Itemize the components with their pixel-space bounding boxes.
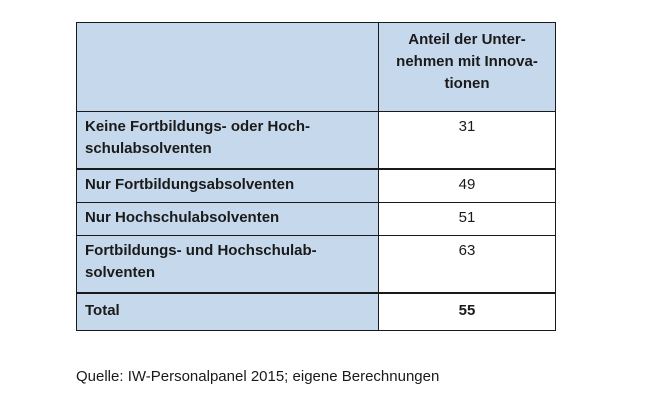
table-row: Keine Fortbildungs- oder Hoch- schulabso… — [76, 111, 556, 170]
table-row: Nur Fortbildungsabsolventen 49 — [76, 168, 556, 203]
row-label: Nur Hochschulabsolventen — [76, 202, 379, 236]
row-value: 63 — [378, 235, 556, 294]
table-row: Fortbildungs- und Hochschulab- solventen… — [76, 235, 556, 294]
column-header-line: Anteil der Unter- — [408, 31, 526, 48]
table-header-row: Anteil der Unter- nehmen mit Innova- tio… — [76, 22, 556, 112]
total-value: 55 — [378, 292, 556, 331]
row-value: 51 — [378, 202, 556, 236]
total-row: Total 55 — [76, 292, 556, 331]
column-header-line: nehmen mit Innova- — [396, 53, 538, 70]
row-label-line: schulabsolventen — [85, 140, 212, 157]
row-label: Fortbildungs- und Hochschulab- solventen — [76, 235, 379, 294]
column-header-share: Anteil der Unter- nehmen mit Innova- tio… — [378, 22, 556, 112]
row-label-line: Nur Hochschulabsolventen — [85, 209, 280, 226]
row-label: Nur Fortbildungsabsolventen — [76, 168, 379, 203]
row-value: 31 — [378, 111, 556, 170]
row-label-line: Total — [85, 302, 120, 319]
table-row: Nur Hochschulabsolventen 51 — [76, 202, 556, 236]
row-value: 49 — [378, 168, 556, 203]
row-label-line: Fortbildungs- und Hochschulab- — [85, 242, 317, 259]
column-header-line: tionen — [444, 75, 490, 92]
innovation-share-table: Anteil der Unter- nehmen mit Innova- tio… — [76, 22, 556, 331]
row-label: Keine Fortbildungs- oder Hoch- schulabso… — [76, 111, 379, 170]
data-table-container: Anteil der Unter- nehmen mit Innova- tio… — [76, 22, 556, 331]
row-label-line: Keine Fortbildungs- oder Hoch- — [85, 118, 310, 135]
total-label: Total — [76, 292, 379, 331]
header-stub-cell — [76, 22, 379, 112]
source-note: Quelle: IW-Personalpanel 2015; eigene Be… — [76, 368, 440, 385]
row-label-line: Nur Fortbildungsabsolventen — [85, 176, 295, 193]
row-label-line: solventen — [85, 264, 156, 281]
